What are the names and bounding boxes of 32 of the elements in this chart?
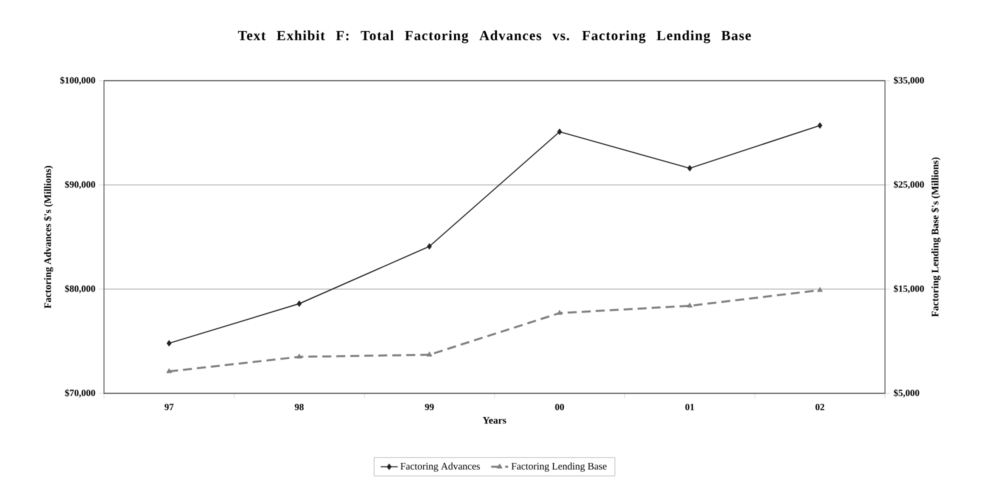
x-tick-label: 02 xyxy=(816,404,824,410)
point xyxy=(817,287,823,292)
point xyxy=(818,122,822,129)
x-tick-label: 97 xyxy=(164,404,174,410)
y2-tick-label: $35,000 xyxy=(894,76,924,85)
point xyxy=(426,352,432,356)
y2-tick-label: $25,000 xyxy=(894,180,924,190)
y-axis-title: Factoring Advances $'s (Millions) xyxy=(44,166,54,308)
legend-label: Factoring Advances xyxy=(400,462,480,472)
legend-label: Factoring Lending Base xyxy=(511,462,607,472)
point xyxy=(427,243,432,250)
y-tick-label: $70,000 xyxy=(65,389,96,398)
y-tick-label: $100,000 xyxy=(60,76,96,85)
point xyxy=(687,165,692,172)
point xyxy=(557,128,562,135)
x-tick-label: 00 xyxy=(555,404,564,410)
point xyxy=(166,340,172,346)
point xyxy=(556,310,562,315)
x-tick-label: 98 xyxy=(294,404,304,410)
y2-axis-title: Factoring Lending Base $'s (Millions) xyxy=(931,157,941,317)
point xyxy=(296,354,302,359)
point xyxy=(296,300,302,307)
chart-title: Text Exhibit F: Total Factoring Advances vs. Factoring Lending Base xyxy=(238,30,751,44)
point xyxy=(687,302,692,308)
point xyxy=(166,368,172,374)
x-tick-label: 99 xyxy=(424,404,434,410)
y-tick-label: $80,000 xyxy=(65,284,96,294)
y2-tick-label: $15,000 xyxy=(894,284,924,294)
x-axis-title: Years xyxy=(482,417,506,424)
x-tick-label: 01 xyxy=(685,404,694,410)
y2-tick-label: $5,000 xyxy=(894,389,920,398)
y-tick-label: $90,000 xyxy=(65,180,96,190)
